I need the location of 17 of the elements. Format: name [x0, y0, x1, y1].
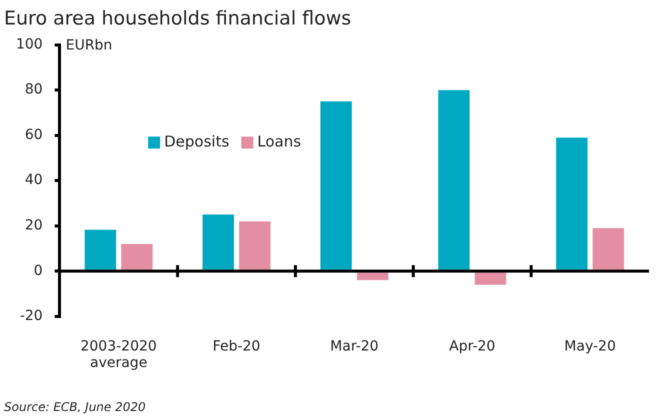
y-tick-label: 40	[24, 172, 43, 188]
y-tick-label: 0	[34, 262, 43, 279]
x-tick-label: 2003-2020 average	[80, 338, 157, 372]
x-tick-label: Mar-20	[330, 338, 379, 354]
legend-label: Deposits	[164, 132, 230, 150]
legend-label: Loans	[257, 132, 302, 150]
chart-title: Euro area households financial flows	[4, 7, 352, 30]
y-tick-label: 100	[16, 36, 43, 52]
y-tick-label: -20	[20, 308, 43, 324]
y-tick-label: 60	[24, 126, 43, 143]
y-axis-title: EURbn	[66, 37, 112, 54]
x-tick-label: Feb-20	[212, 338, 260, 354]
y-tick-label: 20	[24, 218, 43, 234]
x-tick-label: Apr-20	[449, 338, 496, 354]
x-tick-label: May-20	[564, 338, 616, 354]
source-note: Source: ECB, June 2020	[4, 400, 146, 414]
y-tick-label: 80	[24, 82, 43, 98]
